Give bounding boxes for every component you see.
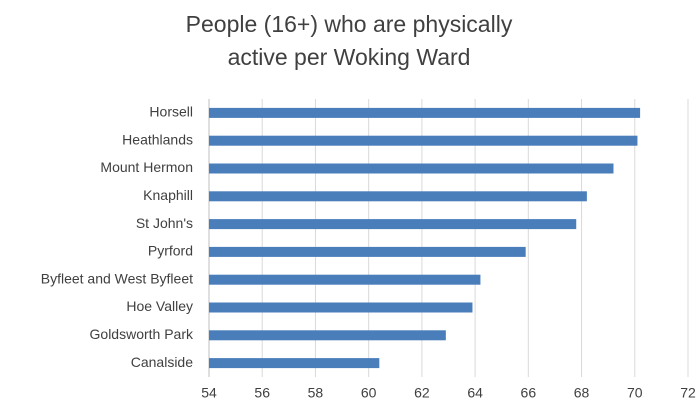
y-tick-label: Knaphill bbox=[143, 187, 193, 203]
y-tick-label: Pyrford bbox=[148, 243, 193, 259]
y-tick-label: St John's bbox=[136, 215, 193, 231]
x-tick-label: 58 bbox=[308, 385, 324, 401]
bar bbox=[209, 219, 577, 230]
y-tick-label: Canalside bbox=[131, 354, 193, 370]
bar bbox=[209, 330, 446, 341]
y-tick-label: Byfleet and West Byfleet bbox=[41, 270, 193, 286]
y-tick-label: Horsell bbox=[149, 104, 193, 120]
bar bbox=[209, 274, 481, 285]
x-tick-label: 54 bbox=[201, 385, 217, 401]
y-tick-label: Goldsworth Park bbox=[90, 326, 194, 342]
bar bbox=[209, 135, 638, 146]
x-tick-label: 62 bbox=[414, 385, 430, 401]
x-tick-label: 72 bbox=[680, 385, 696, 401]
y-tick-label: Mount Hermon bbox=[100, 159, 193, 175]
bar bbox=[209, 302, 473, 313]
x-tick-label: 66 bbox=[521, 385, 537, 401]
x-tick-label: 60 bbox=[361, 385, 377, 401]
bar bbox=[209, 107, 641, 118]
x-tick-label: 64 bbox=[467, 385, 483, 401]
y-tick-label: Hoe Valley bbox=[126, 298, 193, 314]
y-tick-label: Heathlands bbox=[122, 131, 193, 147]
bar bbox=[209, 163, 614, 174]
x-tick-label: 68 bbox=[574, 385, 590, 401]
bar bbox=[209, 191, 587, 202]
x-tick-label: 70 bbox=[627, 385, 643, 401]
x-tick-label: 56 bbox=[254, 385, 270, 401]
chart-title: People (16+) who are physically active p… bbox=[185, 11, 513, 70]
bar bbox=[209, 246, 526, 257]
bar bbox=[209, 358, 380, 369]
